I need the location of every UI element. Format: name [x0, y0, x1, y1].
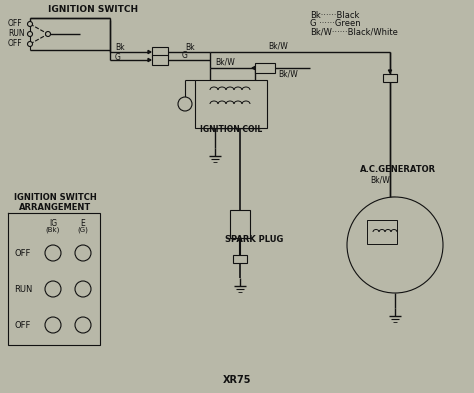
Text: Bk/W: Bk/W	[215, 57, 235, 66]
Text: IG: IG	[49, 220, 57, 228]
Text: SPARK PLUG: SPARK PLUG	[225, 235, 283, 244]
Text: Bk/W······Black/White: Bk/W······Black/White	[310, 28, 398, 37]
Text: Bk: Bk	[185, 42, 195, 51]
Text: (Bk): (Bk)	[46, 227, 60, 233]
Text: G: G	[115, 53, 121, 61]
Text: XR75: XR75	[223, 375, 251, 385]
Bar	[230, 210, 250, 238]
FancyArrow shape	[148, 59, 151, 61]
Text: Bk······Black: Bk······Black	[310, 11, 359, 20]
Text: RUN: RUN	[8, 29, 25, 39]
Text: IGNITION COIL: IGNITION COIL	[200, 125, 262, 134]
FancyArrow shape	[252, 66, 255, 70]
Text: G: G	[182, 50, 188, 59]
Circle shape	[27, 22, 33, 26]
FancyArrow shape	[389, 70, 392, 73]
Text: Bk/W: Bk/W	[278, 70, 298, 79]
Circle shape	[178, 97, 192, 111]
Text: ARRANGEMENT: ARRANGEMENT	[19, 202, 91, 211]
Text: OFF: OFF	[8, 20, 23, 29]
Bar	[383, 74, 397, 82]
Bar	[152, 47, 168, 57]
Text: (G): (G)	[78, 227, 89, 233]
Text: OFF: OFF	[15, 248, 31, 257]
Circle shape	[45, 281, 61, 297]
Bar	[233, 255, 247, 263]
Circle shape	[75, 317, 91, 333]
Text: IGNITION SWITCH: IGNITION SWITCH	[14, 193, 96, 202]
Text: Bk/W: Bk/W	[268, 42, 288, 50]
Bar	[195, 80, 267, 128]
Circle shape	[75, 245, 91, 261]
Text: E: E	[81, 220, 85, 228]
Circle shape	[45, 245, 61, 261]
Text: IGNITION SWITCH: IGNITION SWITCH	[48, 6, 138, 15]
Circle shape	[46, 31, 51, 37]
Circle shape	[27, 42, 33, 46]
Bar	[367, 220, 397, 244]
Text: Bk/W: Bk/W	[370, 176, 390, 184]
Text: Bk: Bk	[115, 44, 125, 53]
Text: OFF: OFF	[15, 321, 31, 329]
FancyArrow shape	[148, 50, 151, 53]
Circle shape	[75, 281, 91, 297]
Bar	[8, 213, 100, 345]
Circle shape	[45, 317, 61, 333]
Text: OFF: OFF	[8, 40, 23, 48]
Text: A.C.GENERATOR: A.C.GENERATOR	[360, 165, 436, 174]
Circle shape	[27, 31, 33, 37]
Text: G ······Green: G ······Green	[310, 20, 361, 29]
Text: RUN: RUN	[14, 285, 32, 294]
Bar	[255, 63, 275, 73]
Circle shape	[347, 197, 443, 293]
Bar	[152, 55, 168, 65]
